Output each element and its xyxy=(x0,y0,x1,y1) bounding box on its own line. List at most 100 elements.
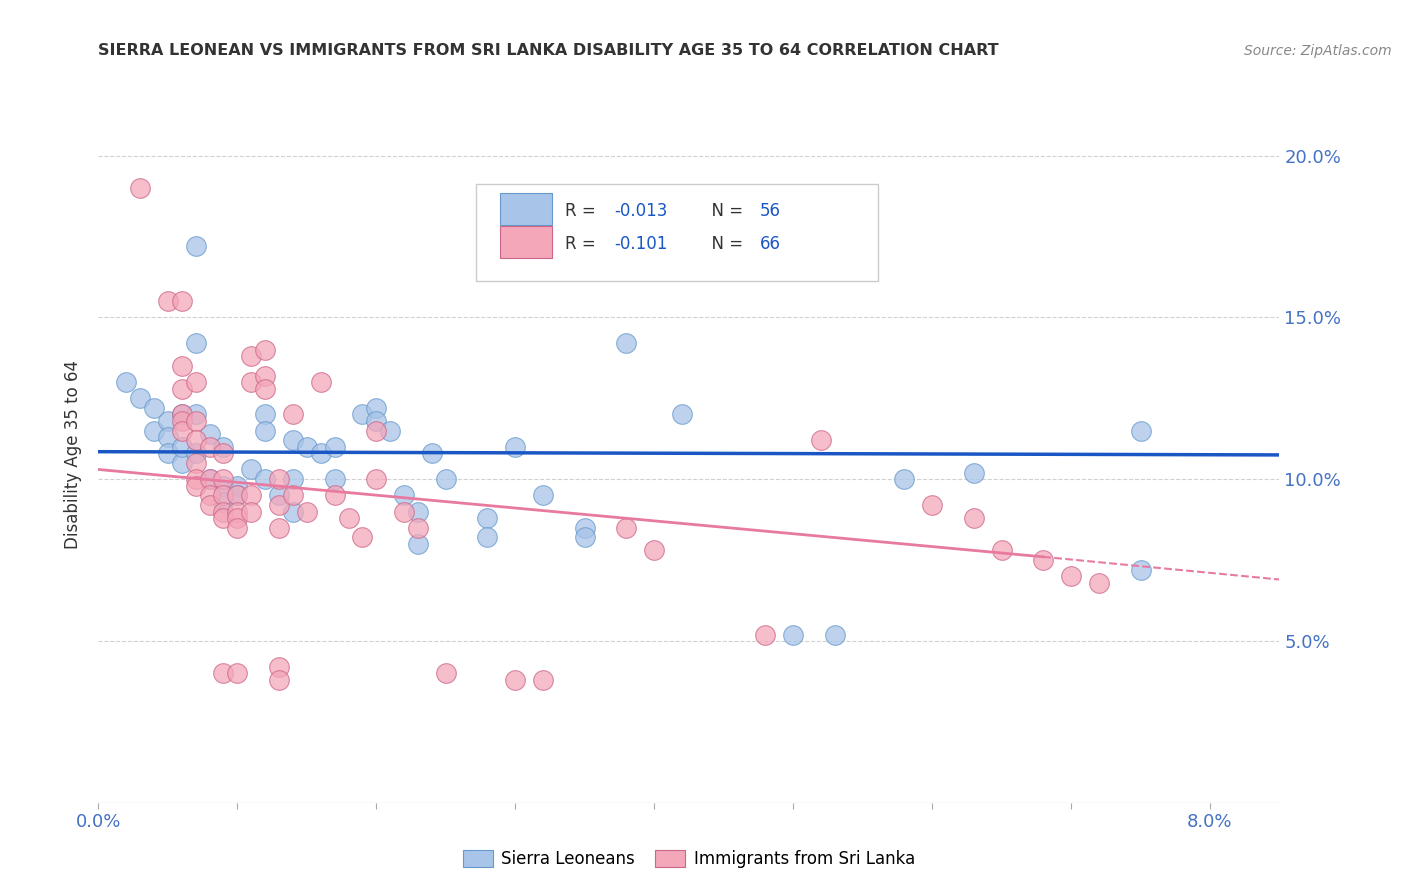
Point xyxy=(240,349,263,363)
Point xyxy=(129,392,152,406)
Point xyxy=(963,466,986,480)
Point xyxy=(170,408,193,422)
Point xyxy=(198,440,221,454)
Point xyxy=(281,472,304,486)
Point xyxy=(254,343,277,357)
Point xyxy=(198,498,221,512)
Point xyxy=(503,440,526,454)
Point xyxy=(226,488,249,502)
Point xyxy=(366,414,388,428)
Point xyxy=(574,521,596,535)
Point xyxy=(184,336,207,351)
Point xyxy=(156,414,179,428)
Point xyxy=(170,440,193,454)
Point xyxy=(782,627,804,641)
Text: 66: 66 xyxy=(759,235,780,253)
Text: N =: N = xyxy=(700,235,748,253)
Point xyxy=(198,426,221,441)
Point xyxy=(226,521,249,535)
Point xyxy=(616,521,638,535)
Point xyxy=(254,368,277,383)
Point xyxy=(184,408,207,422)
Point xyxy=(226,488,249,502)
Point xyxy=(574,531,596,545)
Point xyxy=(226,666,249,681)
Point xyxy=(198,472,221,486)
Point xyxy=(921,498,943,512)
Point xyxy=(295,504,318,518)
Legend: Sierra Leoneans, Immigrants from Sri Lanka: Sierra Leoneans, Immigrants from Sri Lan… xyxy=(457,843,921,874)
Point xyxy=(295,440,318,454)
Point xyxy=(170,456,193,470)
Point xyxy=(434,666,457,681)
Text: N =: N = xyxy=(700,202,748,220)
Point xyxy=(1129,424,1152,438)
Point xyxy=(754,627,776,641)
Point xyxy=(392,488,415,502)
Point xyxy=(184,434,207,448)
Point xyxy=(170,408,193,422)
Point xyxy=(226,504,249,518)
Point xyxy=(1060,569,1083,583)
Point xyxy=(531,488,554,502)
Point xyxy=(323,440,346,454)
Point xyxy=(267,673,290,687)
Point xyxy=(156,446,179,460)
Point xyxy=(643,543,665,558)
Point xyxy=(281,488,304,502)
Text: SIERRA LEONEAN VS IMMIGRANTS FROM SRI LANKA DISABILITY AGE 35 TO 64 CORRELATION : SIERRA LEONEAN VS IMMIGRANTS FROM SRI LA… xyxy=(98,43,1000,58)
Text: -0.101: -0.101 xyxy=(614,235,668,253)
Point xyxy=(406,504,429,518)
Point xyxy=(184,446,207,460)
Point xyxy=(893,472,915,486)
Point xyxy=(380,424,402,438)
Point xyxy=(406,521,429,535)
Text: Source: ZipAtlas.com: Source: ZipAtlas.com xyxy=(1244,44,1392,58)
Point xyxy=(170,414,193,428)
Point xyxy=(226,478,249,492)
Point xyxy=(143,401,166,415)
Point xyxy=(184,375,207,389)
Point xyxy=(406,537,429,551)
Text: R =: R = xyxy=(565,202,600,220)
Point xyxy=(212,488,235,502)
Point xyxy=(503,673,526,687)
Point xyxy=(240,375,263,389)
Point xyxy=(170,359,193,373)
Point xyxy=(477,531,499,545)
Point xyxy=(212,478,235,492)
Point xyxy=(212,472,235,486)
Point xyxy=(616,336,638,351)
Text: R =: R = xyxy=(565,235,600,253)
Point xyxy=(240,504,263,518)
Point xyxy=(156,294,179,309)
Point xyxy=(254,382,277,396)
Point xyxy=(309,446,332,460)
Point xyxy=(281,504,304,518)
Point xyxy=(267,498,290,512)
Point xyxy=(254,472,277,486)
Point xyxy=(212,495,235,509)
Point xyxy=(392,504,415,518)
Point xyxy=(184,414,207,428)
Point xyxy=(366,424,388,438)
Point xyxy=(212,666,235,681)
FancyBboxPatch shape xyxy=(501,226,553,258)
Point xyxy=(184,472,207,486)
Point xyxy=(323,472,346,486)
Point xyxy=(366,472,388,486)
Point xyxy=(267,488,290,502)
Point xyxy=(240,462,263,476)
Point xyxy=(671,408,693,422)
Point xyxy=(212,504,235,518)
Point xyxy=(1088,575,1111,590)
Point xyxy=(366,401,388,415)
Point xyxy=(115,375,138,389)
Text: -0.013: -0.013 xyxy=(614,202,668,220)
Point xyxy=(323,488,346,502)
Point xyxy=(990,543,1012,558)
Y-axis label: Disability Age 35 to 64: Disability Age 35 to 64 xyxy=(65,360,83,549)
Point xyxy=(309,375,332,389)
Point xyxy=(212,440,235,454)
Point xyxy=(156,430,179,444)
